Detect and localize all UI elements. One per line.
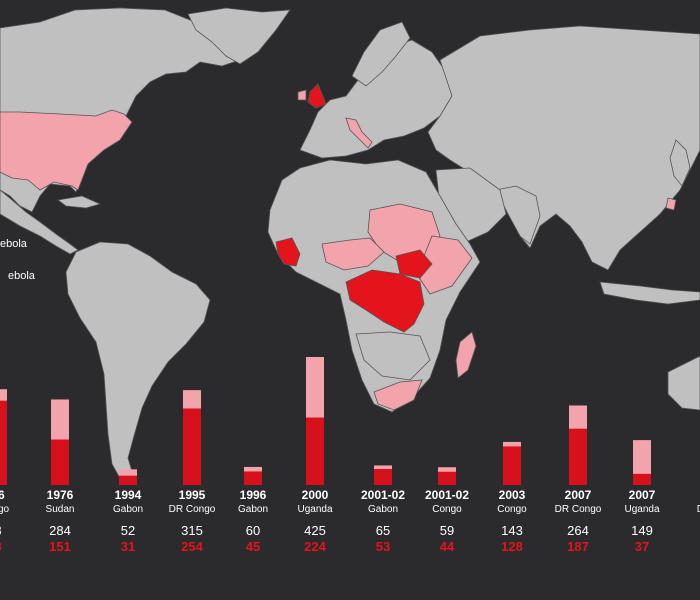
bar-cases-10 [633, 440, 651, 485]
bar-deaths-1 [51, 439, 69, 485]
angola-zambia [355, 331, 431, 381]
italy [345, 117, 373, 149]
label-country-6: Gabon [368, 504, 398, 515]
label-deaths-0: 8 [0, 539, 2, 554]
bar-deaths-4 [244, 471, 262, 485]
label-year-7: 2001-02 [425, 488, 469, 502]
label-country-5: Uganda [297, 504, 332, 515]
label-year-4: 1996 [240, 488, 267, 502]
india [495, 185, 541, 245]
label-country-7: Congo [432, 504, 462, 515]
ireland [297, 89, 307, 101]
label-deaths-1: 151 [49, 539, 71, 554]
usa [0, 109, 133, 191]
greenland [187, 7, 291, 65]
south-africa [373, 379, 423, 411]
label-year-5: 2000 [302, 488, 329, 502]
label-cases-4: 60 [246, 523, 260, 538]
bar-deaths-9 [569, 428, 587, 485]
label-year-2: 1994 [115, 488, 142, 502]
label-deaths-4: 45 [246, 539, 260, 554]
label-country-3: DR Congo [169, 504, 216, 515]
south-sudan [395, 249, 433, 279]
label-deaths-6: 53 [376, 539, 390, 554]
central-africa-light [321, 237, 385, 271]
bar-deaths-5 [306, 417, 324, 485]
indonesia [599, 281, 700, 305]
bar-deaths-6 [374, 469, 392, 485]
label-country-4: Gabon [238, 504, 268, 515]
uk [307, 83, 327, 109]
label-cases-8: 143 [501, 523, 523, 538]
label-country-9: DR Congo [555, 504, 602, 515]
bar-deaths-8 [503, 446, 521, 485]
scandinavia [351, 21, 411, 87]
label-cases-5: 425 [304, 523, 326, 538]
bar-deaths-7 [438, 471, 456, 485]
label-cases-7: 59 [440, 523, 454, 538]
label-deaths-8: 128 [501, 539, 523, 554]
label-country-11: DR [697, 504, 700, 515]
australia [667, 355, 700, 411]
label-country-10: Uganda [624, 504, 659, 515]
label-country-8: Congo [497, 504, 527, 515]
label-year-8: 2003 [499, 488, 526, 502]
bar-deaths-0 [0, 400, 7, 485]
asia [427, 25, 700, 271]
legend-label-1: ebola [0, 238, 27, 250]
madagascar [455, 331, 477, 379]
label-cases-9: 264 [567, 523, 589, 538]
europe [299, 39, 453, 159]
label-year-1: 1976 [47, 488, 74, 502]
label-cases-2: 52 [121, 523, 135, 538]
label-deaths-5: 224 [304, 539, 326, 554]
label-cases-6: 65 [376, 523, 390, 538]
label-country-0: ongo [0, 504, 10, 515]
bar-deaths-2 [119, 475, 137, 485]
label-deaths-3: 254 [181, 539, 203, 554]
central-america [0, 189, 79, 255]
label-deaths-9: 187 [567, 539, 589, 554]
west-africa [275, 237, 301, 267]
label-cases-1: 284 [49, 523, 71, 538]
label-cases-0: 8 [0, 523, 2, 538]
label-country-1: Sudan [46, 504, 75, 515]
label-cases-10: 149 [631, 523, 653, 538]
label-year-10: 2007 [629, 488, 656, 502]
philippines-taiwan [665, 197, 677, 211]
legend-label-2: ebola [8, 270, 35, 282]
south-america [65, 241, 211, 483]
label-year-9: 2007 [565, 488, 592, 502]
congo-basin [345, 269, 425, 333]
label-deaths-10: 37 [635, 539, 649, 554]
bar-deaths-10 [633, 473, 651, 485]
label-year-0: 76 [0, 488, 5, 502]
cuba [57, 195, 102, 209]
label-year-3: 1995 [179, 488, 206, 502]
label-deaths-2: 31 [121, 539, 135, 554]
label-deaths-7: 44 [440, 539, 455, 554]
bar-deaths-3 [183, 408, 201, 485]
label-country-2: Gabon [113, 504, 143, 515]
label-cases-3: 315 [181, 523, 203, 538]
label-year-6: 2001-02 [361, 488, 405, 502]
japan [669, 139, 691, 187]
